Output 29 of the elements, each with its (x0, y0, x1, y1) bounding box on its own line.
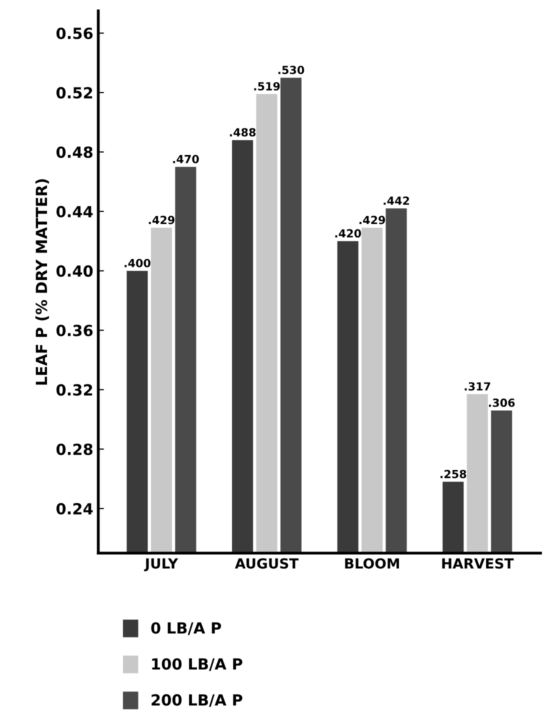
y-tick-label: 0.48 (56, 146, 92, 158)
legend-label: 100 LB/A P (152, 658, 242, 671)
data-label: .429 (359, 216, 386, 224)
data-label: .306 (489, 398, 515, 407)
data-label: .400 (124, 258, 150, 268)
y-tick-label: 0.52 (56, 87, 92, 99)
x-tick-label: AUGUST (234, 558, 299, 569)
y-tick-label: 0.28 (56, 444, 92, 456)
y-tick-label: 0.24 (56, 502, 93, 515)
x-tick-label: JULY (144, 558, 178, 572)
y-axis-title: LEAF P (% DRY MATTER) (35, 179, 50, 385)
data-label: .429 (148, 216, 174, 224)
y-tick-label: 0.44 (56, 206, 93, 218)
data-label: .530 (278, 66, 304, 74)
y-tick-label: 0.32 (56, 384, 92, 396)
data-label: .470 (173, 154, 199, 164)
data-label: .488 (230, 128, 256, 137)
y-tick-label: 0.36 (56, 324, 93, 336)
x-tick-label: HARVEST (442, 558, 514, 569)
legend-label: 0 LB/A P (151, 622, 222, 635)
x-tick-label: BLOOM (345, 558, 399, 569)
y-tick-label: 0.56 (56, 28, 93, 40)
y-tick-label: 0.40 (56, 265, 93, 277)
data-label: .317 (464, 382, 490, 391)
data-label: .258 (440, 470, 466, 478)
legend-label: 200 LB/A P (152, 694, 242, 707)
data-label: .519 (254, 82, 280, 90)
data-label: .420 (335, 229, 362, 238)
data-label: .442 (384, 196, 410, 205)
